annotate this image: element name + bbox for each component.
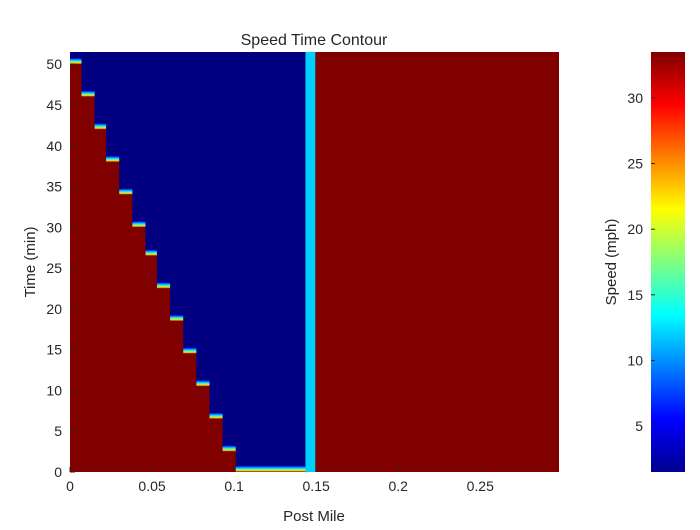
x-tick-label: 0.1 [224,478,244,494]
y-tick-label: 30 [46,219,62,235]
colorbar-tick-label: 30 [627,90,643,106]
y-tick-label: 10 [46,382,62,398]
x-tick-label: 0.15 [303,478,330,494]
x-tick-label: 0.25 [467,478,494,494]
y-tick-label: 45 [46,97,62,113]
queue-cell-10 [196,52,211,387]
x-axis: 0 0.05 0.1 0.15 0.2 0.25 [66,467,494,494]
colorbar-tick-label: 25 [627,156,643,172]
colorbar-axis: 5 10 15 20 25 30 [627,90,655,434]
y-axis: 0 5 10 15 20 25 30 35 40 45 50 [46,56,75,480]
x-tick-label: 0.2 [388,478,408,494]
shockwave-edge-9 [183,347,197,354]
heatmap-cells [70,52,559,472]
shockwave-edge-7 [156,282,171,289]
shockwave-edge-12 [222,445,237,452]
colorbar-tick-label: 5 [635,418,643,434]
shockwave-edge-10 [196,380,211,387]
queue-cell-7 [156,52,171,289]
y-tick-label: 20 [46,301,62,317]
shockwave-edge-5 [132,221,147,228]
x-axis-label: Post Mile [283,508,345,525]
colorbar [651,52,685,472]
queue-cell-5 [132,52,147,228]
y-tick-label: 0 [54,464,62,480]
queue-cell-2 [94,52,107,130]
shockwave-edge-4 [119,188,133,195]
colorbar-tick-label: 20 [627,221,643,237]
x-tick-label: 0.05 [138,478,165,494]
shockwave-edge-1 [81,90,96,97]
y-tick-label: 15 [46,342,62,358]
queue-cell-3 [106,52,120,163]
chart-title: Speed Time Contour [241,32,388,49]
y-tick-label: 35 [46,179,62,195]
shockwave-edge-8 [170,315,184,322]
colorbar-tick-label: 15 [627,287,643,303]
queue-cell-9 [183,52,197,354]
shockwave-edge-0 [70,58,83,65]
queue-cell-8 [170,52,184,322]
queue-cell-11 [209,52,224,419]
shockwave-edge-13 [235,466,307,472]
queue-cell-6 [145,52,158,256]
queue-cell-12 [222,52,237,452]
transition-stripe [305,52,316,472]
y-tick-label: 25 [46,260,62,276]
y-tick-label: 50 [46,56,62,72]
shockwave-edge-2 [94,123,107,130]
y-tick-label: 40 [46,138,62,154]
queue-cell-4 [119,52,133,195]
y-axis-label: Time (min) [22,226,39,297]
shockwave-edge-6 [145,249,158,256]
colorbar-tick-label: 10 [627,352,643,368]
queue-cell-13 [235,52,307,472]
x-tick-label: 0 [66,478,74,494]
shockwave-edge-3 [106,156,120,163]
y-tick-label: 5 [54,423,62,439]
queue-cell-1 [81,52,96,97]
shockwave-edge-11 [209,412,224,419]
colorbar-label: Speed (mph) [603,219,620,306]
